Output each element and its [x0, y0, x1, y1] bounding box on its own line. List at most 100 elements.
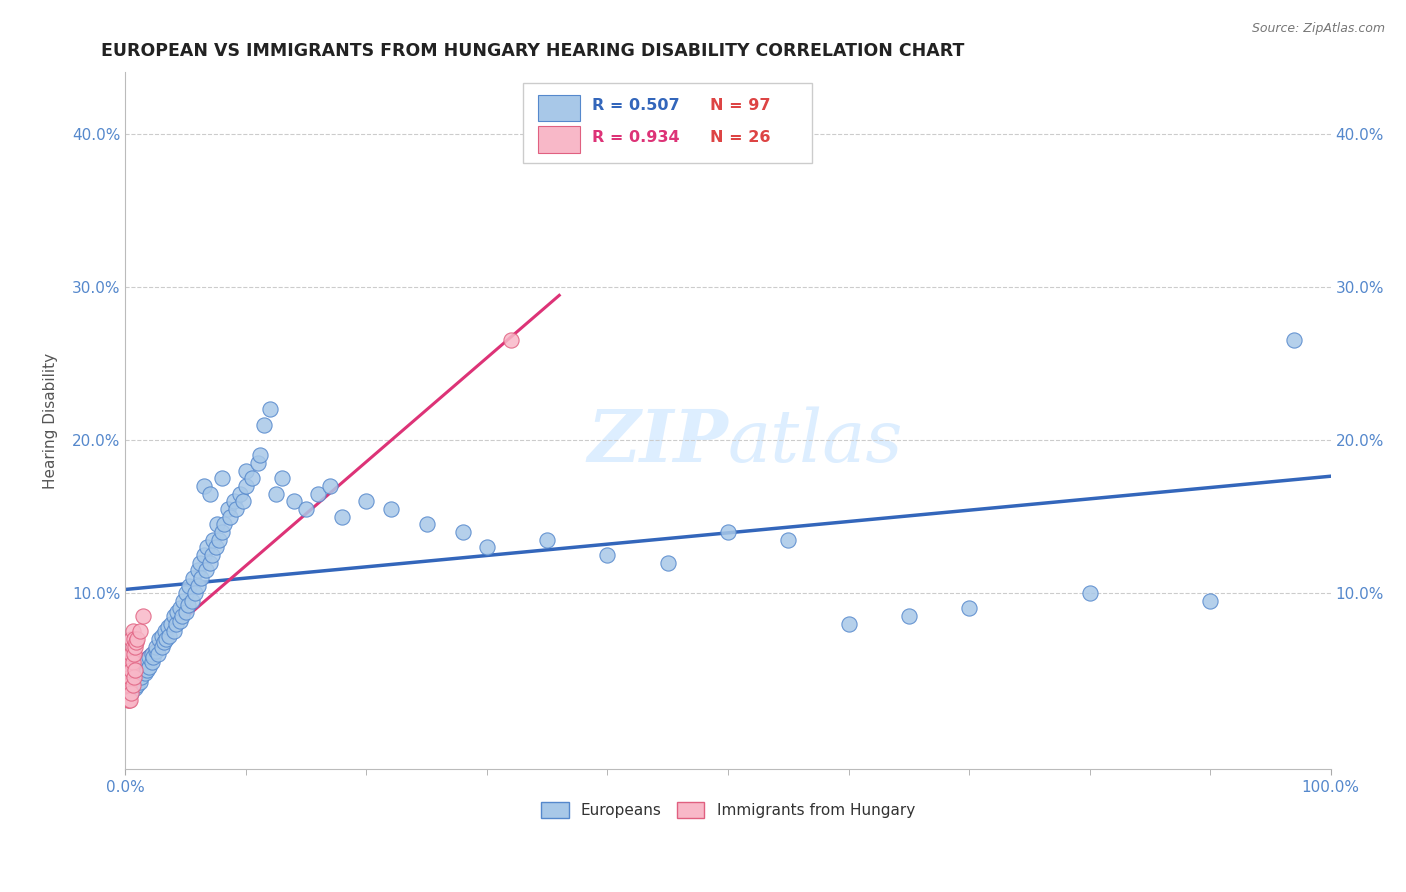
Point	[240, 471, 263, 485]
Point	[187, 578, 209, 592]
Point	[174, 605, 197, 619]
Point	[122, 678, 145, 692]
Point	[145, 644, 167, 658]
Point	[211, 471, 233, 485]
Point	[596, 548, 619, 562]
Point	[121, 640, 143, 654]
Text: Source: ZipAtlas.com: Source: ZipAtlas.com	[1251, 22, 1385, 36]
Point	[120, 648, 142, 662]
Point	[122, 670, 145, 684]
Point	[208, 533, 231, 547]
Point	[169, 614, 191, 628]
Point	[307, 486, 329, 500]
Point	[153, 635, 176, 649]
Point	[138, 650, 160, 665]
Point	[475, 540, 498, 554]
Point	[141, 655, 163, 669]
Point	[204, 540, 226, 554]
Text: N = 97: N = 97	[710, 98, 770, 113]
Text: atlas: atlas	[728, 407, 904, 477]
Point	[249, 448, 271, 462]
Point	[142, 650, 165, 665]
Point	[121, 678, 143, 692]
Point	[198, 556, 221, 570]
Point	[536, 533, 558, 547]
Point	[319, 479, 342, 493]
Point	[128, 675, 150, 690]
Point	[451, 524, 474, 539]
Point	[205, 517, 228, 532]
Point	[135, 655, 157, 669]
Point	[195, 540, 218, 554]
Point	[156, 620, 179, 634]
Point	[121, 624, 143, 639]
Point	[172, 594, 194, 608]
Point	[138, 659, 160, 673]
Point	[124, 640, 146, 654]
Point	[188, 556, 211, 570]
Point	[202, 533, 225, 547]
Point	[225, 502, 247, 516]
Point	[120, 670, 142, 684]
Point	[122, 632, 145, 646]
Point	[778, 533, 800, 547]
Point	[121, 655, 143, 669]
Point	[127, 632, 149, 646]
FancyBboxPatch shape	[537, 95, 579, 121]
Point	[283, 494, 305, 508]
Point	[229, 486, 252, 500]
Point	[246, 456, 269, 470]
Y-axis label: Hearing Disability: Hearing Disability	[44, 353, 58, 489]
Point	[187, 563, 209, 577]
Point	[193, 479, 215, 493]
Point	[380, 502, 402, 516]
Point	[295, 502, 318, 516]
Point	[150, 640, 173, 654]
Point	[118, 663, 141, 677]
Point	[180, 594, 202, 608]
Point	[415, 517, 437, 532]
Point	[271, 471, 294, 485]
Point	[125, 635, 148, 649]
Point	[211, 524, 233, 539]
Point	[253, 417, 276, 432]
Text: ZIP: ZIP	[588, 406, 728, 477]
Point	[499, 334, 522, 348]
Point	[150, 629, 173, 643]
FancyBboxPatch shape	[537, 126, 579, 153]
Point	[170, 609, 193, 624]
Point	[124, 681, 146, 695]
Point	[127, 663, 149, 677]
Point	[264, 486, 287, 500]
Point	[330, 509, 353, 524]
Point	[181, 571, 204, 585]
Point	[117, 678, 139, 692]
Point	[212, 517, 235, 532]
Point	[157, 629, 180, 643]
Text: N = 26: N = 26	[710, 129, 770, 145]
Point	[201, 548, 224, 562]
Point	[132, 663, 155, 677]
Point	[120, 693, 142, 707]
Point	[117, 693, 139, 707]
Point	[1284, 334, 1306, 348]
Point	[120, 655, 142, 669]
FancyBboxPatch shape	[523, 83, 813, 163]
Point	[146, 648, 169, 662]
Point	[132, 609, 155, 624]
Point	[169, 601, 191, 615]
Point	[118, 678, 141, 692]
Point	[217, 502, 239, 516]
Point	[356, 494, 378, 508]
Point	[232, 494, 254, 508]
Point	[259, 402, 281, 417]
Point	[897, 609, 920, 624]
Point	[177, 599, 200, 613]
Point	[190, 571, 212, 585]
Point	[148, 632, 170, 646]
Point	[174, 586, 197, 600]
Point	[136, 663, 159, 677]
Point	[166, 605, 188, 619]
Point	[141, 648, 163, 662]
Text: R = 0.507: R = 0.507	[592, 98, 679, 113]
